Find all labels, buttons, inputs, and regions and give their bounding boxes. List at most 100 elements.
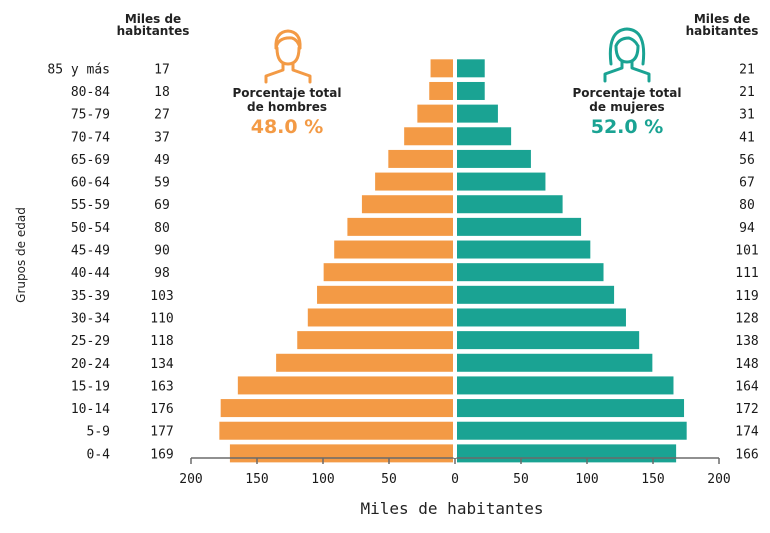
female-value-label: 31	[739, 108, 755, 123]
bar-male-10	[317, 285, 453, 304]
male-value-label: 37	[154, 130, 170, 145]
female-value-label: 148	[735, 357, 758, 372]
age-group-label: 20-24	[71, 357, 110, 372]
age-group-label: 85 y más	[47, 62, 110, 77]
male-summary-label-2: de hombres	[247, 100, 327, 114]
bar-male-15	[220, 399, 453, 418]
bar-male-11	[307, 308, 453, 327]
female-value-label: 21	[739, 62, 755, 77]
female-value-label: 56	[739, 153, 755, 168]
bar-female-5	[457, 172, 546, 191]
male-value-label: 110	[150, 311, 173, 326]
bar-male-12	[297, 331, 453, 350]
male-value-label: 134	[150, 357, 174, 372]
age-group-label: 25-29	[71, 334, 110, 349]
male-percentage: 48.0 %	[250, 116, 324, 138]
woman-icon	[603, 27, 651, 83]
bar-female-0	[457, 59, 485, 78]
female-value-label: 67	[739, 176, 755, 191]
age-group-label: 40-44	[71, 266, 110, 281]
bar-female-1	[457, 81, 485, 100]
female-value-label: 166	[735, 447, 758, 462]
female-value-label: 172	[735, 402, 758, 417]
bar-female-2	[457, 104, 498, 123]
female-value-label: 41	[739, 130, 755, 145]
male-value-label: 163	[150, 379, 173, 394]
female-value-label: 119	[735, 289, 758, 304]
left-header-line-2: habitantes	[116, 24, 190, 38]
bar-female-16	[457, 421, 687, 440]
bar-male-8	[334, 240, 453, 259]
bar-female-3	[457, 127, 512, 146]
bar-male-1	[429, 81, 453, 100]
x-tick-label: 200	[707, 472, 730, 487]
bar-male-6	[361, 195, 453, 214]
x-tick-label: 100	[311, 472, 334, 487]
bar-female-17	[457, 444, 677, 463]
male-summary: Porcentaje total de hombres 48.0 %	[212, 86, 362, 138]
x-tick-label: 150	[641, 472, 664, 487]
age-group-label: 80-84	[71, 85, 110, 100]
bar-female-12	[457, 331, 640, 350]
male-value-label: 169	[150, 447, 173, 462]
left-values-header: Miles de habitantes	[108, 13, 198, 37]
x-tick-label: 150	[245, 472, 268, 487]
age-group-label: 65-69	[71, 153, 110, 168]
male-value-label: 177	[150, 425, 173, 440]
bar-male-7	[347, 217, 453, 236]
age-group-label: 0-4	[87, 447, 111, 462]
male-value-label: 18	[154, 85, 170, 100]
right-header-line-1: Miles de	[693, 12, 751, 26]
bar-male-0	[430, 59, 453, 78]
bar-female-8	[457, 240, 591, 259]
right-header-line-2: habitantes	[685, 24, 759, 38]
age-group-label: 75-79	[71, 108, 110, 123]
x-tick-label: 200	[179, 472, 202, 487]
male-value-label: 27	[154, 108, 170, 123]
male-value-label: 118	[150, 334, 173, 349]
bar-male-3	[404, 127, 453, 146]
x-tick-label: 50	[381, 472, 397, 487]
female-value-label: 174	[735, 425, 759, 440]
female-value-label: 94	[739, 221, 755, 236]
age-group-label: 55-59	[71, 198, 110, 213]
bar-male-14	[237, 376, 453, 395]
x-axis-label: Miles de habitantes	[360, 499, 543, 518]
age-group-label: 15-19	[71, 379, 110, 394]
age-group-label: 50-54	[71, 221, 110, 236]
female-value-label: 128	[735, 311, 758, 326]
age-group-label: 10-14	[71, 402, 110, 417]
x-tick-label: 0	[451, 472, 459, 487]
female-percentage: 52.0 %	[590, 116, 664, 138]
male-value-label: 176	[150, 402, 173, 417]
male-value-label: 103	[150, 289, 173, 304]
bar-female-15	[457, 399, 685, 418]
bar-female-7	[457, 217, 582, 236]
bar-male-17	[229, 444, 453, 463]
female-value-label: 138	[735, 334, 758, 349]
man-icon	[264, 29, 312, 84]
bar-male-2	[417, 104, 453, 123]
age-group-label: 35-39	[71, 289, 110, 304]
female-summary-label-2: de mujeres	[589, 100, 665, 114]
bar-female-11	[457, 308, 626, 327]
age-group-label: 5-9	[87, 425, 110, 440]
female-summary-label-1: Porcentaje total	[572, 86, 682, 100]
bar-male-9	[323, 263, 453, 282]
bar-male-5	[375, 172, 453, 191]
female-value-label: 101	[735, 244, 758, 259]
female-value-label: 111	[735, 266, 758, 281]
bar-female-6	[457, 195, 563, 214]
bar-female-10	[457, 285, 615, 304]
bar-female-14	[457, 376, 674, 395]
bar-male-4	[388, 149, 453, 168]
male-value-label: 17	[154, 62, 170, 77]
bar-male-13	[276, 353, 453, 372]
female-summary: Porcentaje total de mujeres 52.0 %	[552, 86, 702, 138]
age-group-label: 30-34	[71, 311, 110, 326]
y-axis-label: Grupos de edad	[14, 207, 28, 303]
bar-male-16	[219, 421, 453, 440]
left-header-line-1: Miles de	[124, 12, 182, 26]
bar-female-13	[457, 353, 653, 372]
